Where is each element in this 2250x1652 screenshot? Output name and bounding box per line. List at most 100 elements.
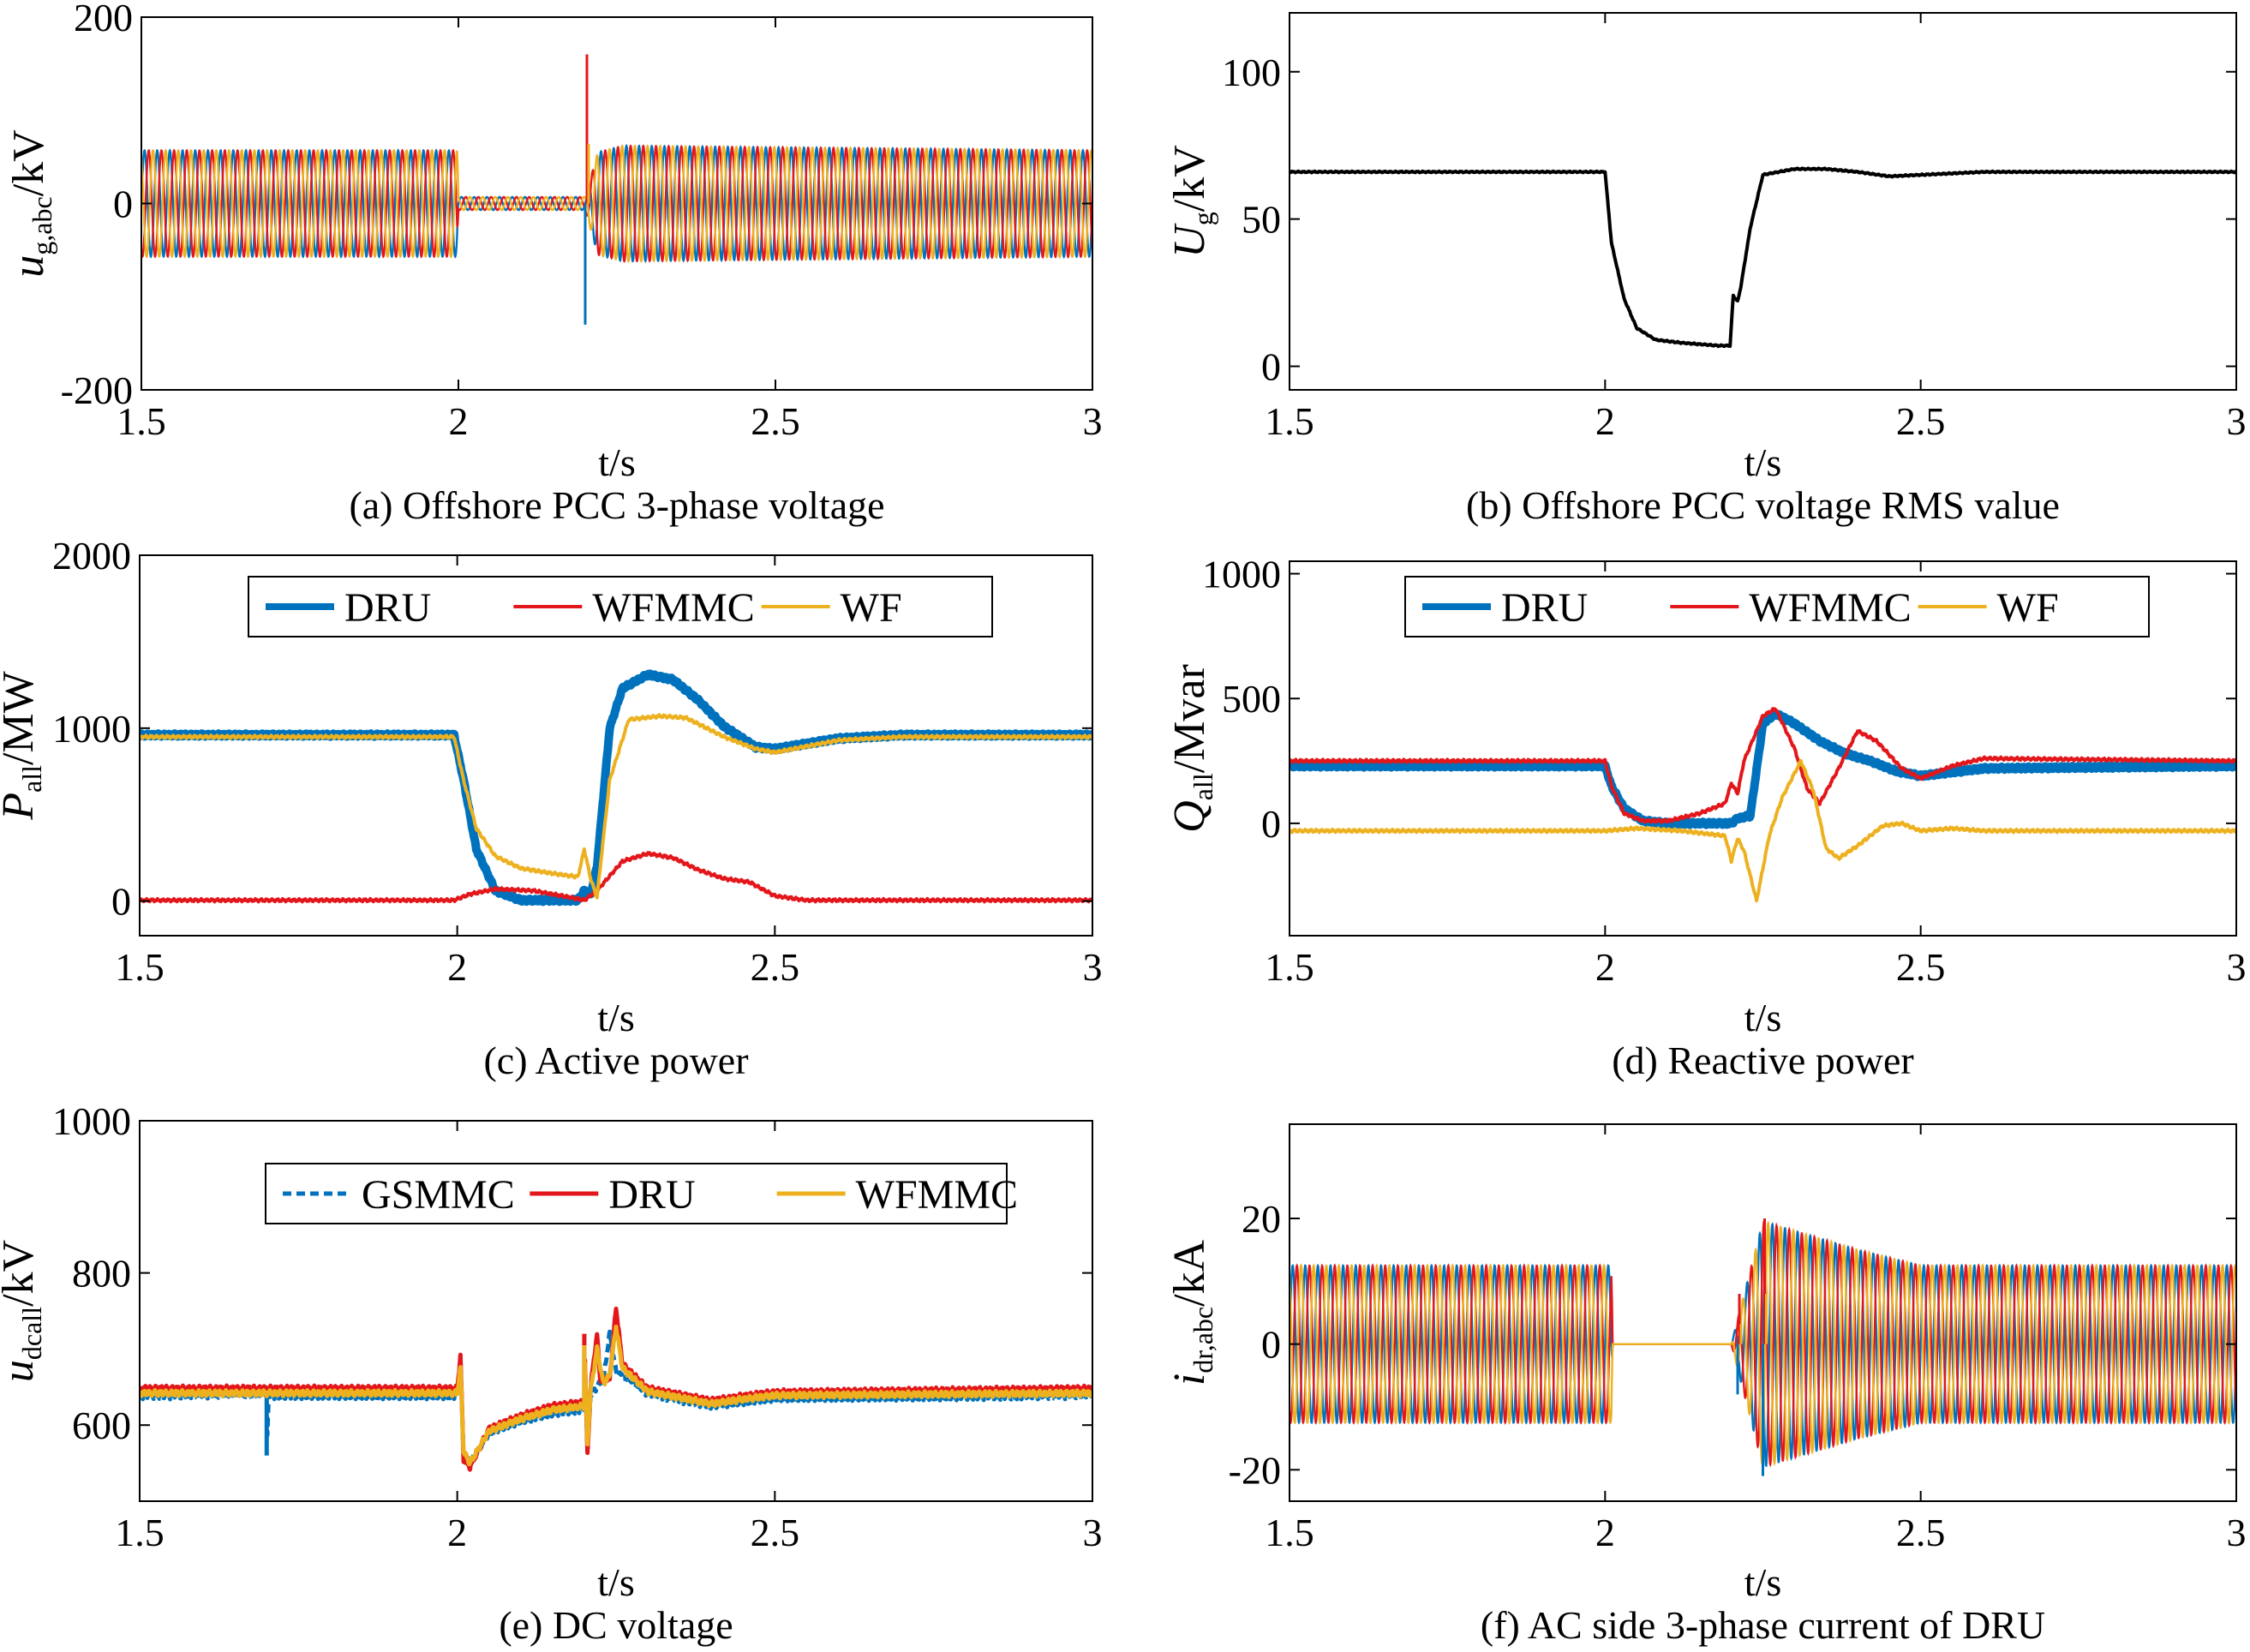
series-WFMMC bbox=[140, 851, 1092, 904]
y-tick-label: 1000 bbox=[52, 1099, 131, 1143]
series-WF bbox=[140, 713, 1092, 900]
x-tick-label: 2 bbox=[449, 399, 469, 443]
chart-caption: (c) Active power bbox=[483, 1038, 748, 1082]
plot-area bbox=[1290, 166, 2236, 349]
y-tick-label: 50 bbox=[1242, 198, 1281, 242]
legend-label-DRU: DRU bbox=[344, 585, 431, 631]
y-tick-label: 200 bbox=[74, 0, 133, 39]
y-axis-label: Pall/MW bbox=[0, 671, 47, 821]
x-tick-label: 2.5 bbox=[751, 1511, 800, 1554]
chart-caption: (a) Offshore PCC 3-phase voltage bbox=[349, 483, 884, 527]
plot-area bbox=[141, 54, 1092, 325]
x-tick-label: 1.5 bbox=[1265, 945, 1314, 989]
series-phase-c bbox=[141, 144, 1092, 263]
legend-label-WF: WF bbox=[841, 585, 902, 631]
y-tick-label: -20 bbox=[1229, 1448, 1281, 1492]
x-tick-label: 3 bbox=[1083, 945, 1103, 989]
chart-a: 1.5 2 2.5 3 -200 0 200 t/s ug,abc/kV (a) Offshore… bbox=[4, 0, 1103, 527]
x-axis-label: t/s bbox=[1744, 440, 1781, 484]
legend-label-GSMMC: GSMMC bbox=[362, 1172, 515, 1218]
x-tick-label: 3 bbox=[1083, 399, 1103, 443]
y-tick-label: 1000 bbox=[1202, 553, 1281, 596]
legend: DRU WFMMC WF bbox=[1404, 576, 2150, 637]
y-tick-label: 800 bbox=[72, 1252, 131, 1296]
x-axis-label: t/s bbox=[1744, 1560, 1781, 1604]
y-tick-label: 0 bbox=[1261, 1323, 1281, 1367]
x-tick-label: 3 bbox=[1083, 1511, 1103, 1554]
legend-label-WFMMC: WFMMC bbox=[592, 585, 754, 631]
legend-box bbox=[1404, 576, 2150, 637]
legend-box bbox=[248, 576, 993, 637]
series-WF bbox=[1290, 758, 2236, 903]
x-tick-label: 3 bbox=[2227, 1511, 2247, 1554]
plot-area bbox=[1290, 707, 2236, 903]
x-tick-label: 1.5 bbox=[1265, 1511, 1314, 1554]
chart-caption: (f) AC side 3-phase current of DRU bbox=[1481, 1603, 2045, 1647]
y-tick-label: 600 bbox=[72, 1404, 131, 1447]
series-phase-a bbox=[141, 143, 1092, 263]
x-tick-label: 1.5 bbox=[1265, 399, 1314, 443]
legend-label-DRU: DRU bbox=[608, 1172, 695, 1218]
legend-label-WFMMC: WFMMC bbox=[856, 1172, 1018, 1218]
chart-caption: (e) DC voltage bbox=[499, 1603, 733, 1647]
series-WFMMC bbox=[1290, 707, 2236, 824]
x-tick-label: 1.5 bbox=[117, 399, 166, 443]
legend: DRU WFMMC WF bbox=[248, 576, 993, 637]
legend-label-DRU: DRU bbox=[1501, 585, 1588, 631]
series-DRU bbox=[1290, 709, 2236, 829]
chart-f: 1.5 2 2.5 3 -20 0 20 t/s idr,abc/kA (f) AC side 3… bbox=[1165, 1123, 2247, 1647]
axes-box bbox=[1289, 12, 2237, 391]
y-tick-label: 1000 bbox=[52, 707, 131, 751]
axes-box bbox=[139, 554, 1093, 937]
axes-box bbox=[1289, 560, 2237, 937]
y-tick-label: 100 bbox=[1222, 51, 1281, 94]
x-tick-label: 2 bbox=[447, 1511, 467, 1554]
chart-d: 1.5 2 2.5 3 0 500 1000 t/s Qall/Mvar (d) Reactive… bbox=[1165, 553, 2247, 1082]
y-tick-label: -200 bbox=[61, 368, 133, 412]
x-tick-label: 3 bbox=[2227, 399, 2247, 443]
chart-b: 1.5 2 2.5 3 0 50 100 t/s Ug/kV (b) Offshore PCC v… bbox=[1165, 12, 2247, 527]
y-axis-label: Qall/Mvar bbox=[1165, 664, 1218, 833]
chart-c: 1.5 2 2.5 3 0 1000 2000 t/s Pall/MW (c) Active po… bbox=[0, 534, 1103, 1082]
x-tick-label: 2 bbox=[1595, 1511, 1615, 1554]
x-tick-label: 2 bbox=[447, 945, 467, 989]
y-tick-label: 0 bbox=[111, 880, 131, 924]
x-axis-label: t/s bbox=[598, 440, 635, 484]
x-axis-label: t/s bbox=[597, 1560, 634, 1604]
plot-area bbox=[140, 669, 1092, 907]
legend-label-WFMMC: WFMMC bbox=[1749, 585, 1911, 631]
legend-label-WF: WF bbox=[1997, 585, 2059, 631]
y-tick-label: 500 bbox=[1222, 677, 1281, 721]
axes-box bbox=[139, 1120, 1093, 1502]
chart-caption: (d) Reactive power bbox=[1612, 1038, 1914, 1082]
x-tick-label: 2 bbox=[1595, 399, 1615, 443]
x-axis-label: t/s bbox=[1744, 996, 1781, 1039]
y-tick-label: 0 bbox=[113, 183, 133, 226]
y-tick-label: 20 bbox=[1242, 1197, 1281, 1241]
x-tick-label: 2.5 bbox=[1896, 399, 1946, 443]
x-tick-label: 3 bbox=[2227, 945, 2247, 989]
x-tick-label: 1.5 bbox=[115, 945, 165, 989]
series-phase-b bbox=[141, 144, 1092, 263]
y-axis-label: ug,abc/kV bbox=[4, 129, 57, 277]
y-tick-label: 0 bbox=[1261, 345, 1281, 389]
x-tick-label: 1.5 bbox=[115, 1511, 165, 1554]
y-axis-label: idr,abc/kA bbox=[1165, 1239, 1218, 1386]
x-tick-label: 2.5 bbox=[1896, 1511, 1946, 1554]
chart-caption: (b) Offshore PCC voltage RMS value bbox=[1466, 483, 2060, 527]
axes-box bbox=[1289, 1123, 2237, 1502]
series-WFMMC bbox=[140, 1324, 1092, 1467]
x-tick-label: 2.5 bbox=[751, 945, 800, 989]
x-tick-label: 2.5 bbox=[751, 399, 800, 443]
plot-area bbox=[140, 1306, 1092, 1472]
chart-e: 1.5 2 2.5 3 600 800 1000 t/s udcall/kV (e) DC vol… bbox=[0, 1099, 1103, 1647]
series-line bbox=[1290, 166, 2236, 349]
y-axis-label: Ug/kV bbox=[1165, 145, 1218, 258]
y-tick-label: 0 bbox=[1261, 802, 1281, 846]
legend-box bbox=[265, 1163, 1008, 1224]
legend: GSMMC DRU WFMMC bbox=[265, 1163, 1018, 1224]
x-axis-label: t/s bbox=[597, 996, 634, 1039]
plot-area bbox=[1290, 1218, 2236, 1476]
y-axis-label: udcall/kV bbox=[0, 1240, 47, 1382]
